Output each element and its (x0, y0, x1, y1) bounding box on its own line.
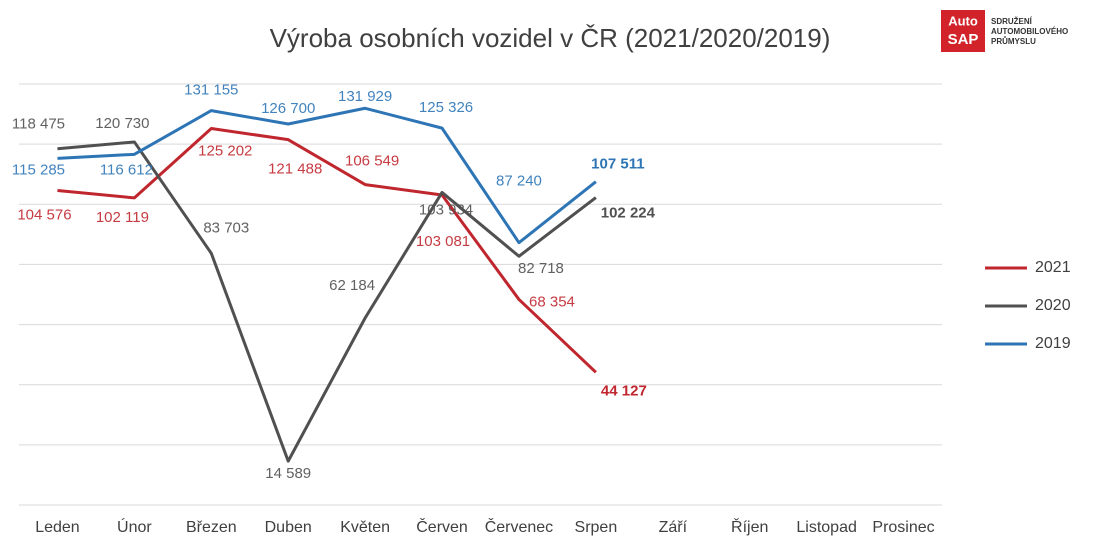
series-line (57, 140, 597, 463)
x-tick-label: Prosinec (872, 519, 934, 536)
data-label: 102 119 (96, 209, 149, 226)
logo-mark: SAP (948, 31, 979, 48)
legend-label: 2021 (1035, 259, 1071, 276)
legend-label: 2019 (1035, 335, 1071, 352)
series-line (57, 106, 597, 245)
data-label: 68 354 (529, 293, 575, 310)
x-tick-label: Listopad (796, 519, 857, 536)
data-label: 103 934 (419, 201, 473, 218)
data-label: 131 155 (184, 82, 238, 99)
x-tick-label: Březen (186, 519, 237, 536)
logo-mark: Auto (948, 13, 978, 28)
data-label: 44 127 (601, 382, 647, 399)
logo-text: SDRUŽENÍ (991, 17, 1033, 26)
data-label: 102 224 (601, 205, 656, 222)
chart-title: Výroba osobních vozidel v ČR (2021/2020/… (270, 23, 831, 53)
data-label: 116 612 (100, 161, 153, 178)
data-label: 120 730 (95, 115, 149, 132)
data-label: 103 081 (416, 233, 470, 250)
legend-label: 2020 (1035, 297, 1071, 314)
logo-text: PRŮMYSLU (991, 36, 1036, 46)
x-tick-label: Květen (340, 519, 390, 536)
data-label: 62 184 (329, 277, 375, 294)
data-label: 14 589 (265, 465, 311, 482)
data-label: 131 929 (338, 88, 392, 105)
data-label: 107 511 (591, 156, 644, 173)
x-tick-label: Červen (416, 517, 468, 536)
data-label: 125 202 (198, 142, 252, 159)
x-tick-label: Leden (35, 519, 80, 536)
x-tick-label: Únor (117, 517, 152, 536)
logo-box (941, 10, 985, 52)
logo: Auto SAP SDRUŽENÍ AUTOMOBILOVÉHO PRŮMYSL… (941, 10, 1068, 52)
data-label: 115 285 (12, 161, 65, 178)
x-tick-label: Září (659, 519, 688, 536)
data-label: 106 549 (345, 153, 399, 170)
data-label: 83 703 (203, 219, 249, 236)
data-label: 104 576 (17, 206, 71, 223)
x-tick-label: Říjen (731, 517, 768, 536)
x-tick-label: Duben (265, 519, 312, 536)
data-label: 87 240 (496, 173, 542, 190)
data-label: 125 326 (419, 99, 473, 116)
logo-text: AUTOMOBILOVÉHO (991, 27, 1068, 36)
data-label: 118 475 (12, 116, 65, 133)
x-tick-label: Srpen (575, 519, 618, 536)
data-label: 121 488 (268, 161, 322, 178)
x-tick-label: Červenec (485, 517, 553, 536)
data-label: 82 718 (518, 260, 564, 277)
series-line (57, 127, 597, 374)
data-label: 126 700 (261, 100, 315, 117)
